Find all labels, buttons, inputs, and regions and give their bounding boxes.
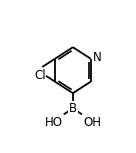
Text: OH: OH [83, 116, 101, 129]
Text: B: B [69, 102, 77, 115]
Text: N: N [93, 51, 102, 64]
Text: Cl: Cl [35, 69, 47, 82]
Text: HO: HO [45, 116, 63, 129]
